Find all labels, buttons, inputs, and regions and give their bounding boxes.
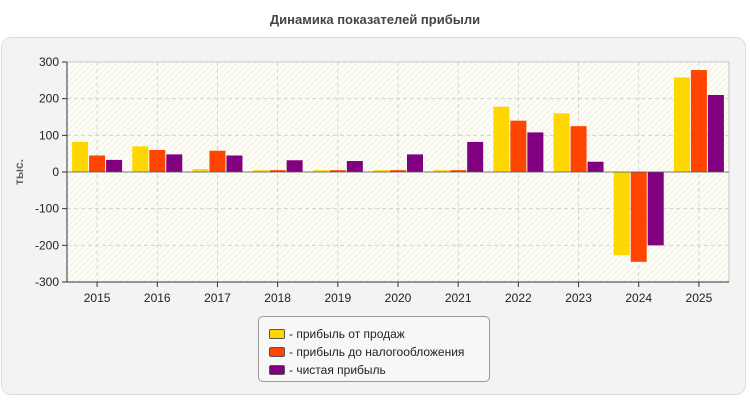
x-tick-label: 2023 (565, 291, 592, 305)
y-tick-label: -300 (35, 275, 59, 289)
bar-2018-s1 (269, 170, 286, 172)
x-tick-label: 2016 (144, 291, 171, 305)
bar-2018-s0 (252, 170, 269, 172)
bar-2017-s2 (226, 155, 243, 172)
legend-item-net-profit: - чистая прибыль (269, 361, 489, 379)
y-tick-label: -200 (35, 238, 59, 252)
legend-swatch (269, 347, 285, 357)
x-tick-label: 2018 (264, 291, 291, 305)
bar-2015-s1 (89, 155, 106, 172)
y-axis: -300 -200 -100 0 100 200 300 (35, 55, 68, 289)
x-tick-label: 2024 (625, 291, 652, 305)
bar-2015-s0 (72, 141, 89, 172)
bar-2019-s0 (312, 170, 329, 172)
x-tick-label: 2019 (324, 291, 351, 305)
x-tick-label: 2022 (505, 291, 532, 305)
bar-2017-s1 (209, 150, 226, 172)
legend-label: - чистая прибыль (289, 363, 386, 377)
bar-2017-s0 (192, 169, 209, 172)
chart-title: Динамика показателей прибыли (269, 12, 481, 27)
bar-2021-s1 (450, 170, 467, 172)
y-tick-label: 300 (39, 55, 59, 69)
bar-2021-s2 (467, 141, 484, 172)
bar-2025-s0 (673, 77, 690, 172)
bar-2021-s0 (433, 170, 450, 172)
bar-2016-s2 (166, 154, 183, 172)
bar-2022-s1 (510, 120, 527, 172)
x-tick-label: 2025 (686, 291, 713, 305)
bar-2019-s1 (329, 170, 346, 172)
bar-2022-s0 (493, 106, 510, 172)
bars (67, 70, 729, 262)
bar-2022-s2 (527, 132, 544, 172)
bar-2024-s0 (613, 172, 630, 256)
bar-2019-s2 (346, 161, 363, 172)
bar-2023-s2 (587, 161, 604, 172)
bar-2024-s2 (647, 172, 664, 246)
legend-label: - прибыль от продаж (289, 327, 405, 341)
bar-2025-s2 (707, 95, 724, 172)
legend-item-pretax-profit: - прибыль до налогообложения (269, 343, 489, 361)
legend-label: - прибыль до налогообложения (289, 345, 465, 359)
bar-2015-s2 (106, 159, 123, 172)
grid-lines (67, 61, 729, 283)
y-tick-label: -100 (35, 202, 59, 216)
legend-item-sales-profit: - прибыль от продаж (269, 325, 489, 343)
bar-2024-s1 (630, 172, 647, 262)
bar-2020-s1 (390, 170, 406, 172)
bar-2020-s0 (373, 170, 389, 172)
x-tick-label: 2015 (84, 291, 111, 305)
y-tick-label: 0 (52, 165, 59, 179)
y-axis-label: тыс. (12, 159, 26, 185)
y-tick-label: 200 (39, 92, 59, 106)
bar-2018-s2 (286, 160, 303, 172)
legend-swatch (269, 365, 285, 375)
bar-2023-s0 (553, 113, 570, 172)
bar-2025-s1 (690, 70, 707, 172)
legend: - прибыль от продаж - прибыль до налогоо… (258, 316, 490, 382)
x-tick-label: 2017 (204, 291, 231, 305)
x-tick-label: 2020 (385, 291, 412, 305)
y-tick-label: 100 (39, 128, 59, 142)
bar-2016-s0 (132, 146, 149, 172)
x-tick-label: 2021 (445, 291, 472, 305)
bar-2016-s1 (149, 150, 166, 172)
legend-swatch (269, 329, 285, 339)
x-axis: 2015 2016 2017 2018 2019 2020 2021 2022 2023 2024… (67, 281, 729, 305)
bar-2020-s2 (407, 154, 423, 172)
bar-2023-s1 (570, 126, 587, 172)
